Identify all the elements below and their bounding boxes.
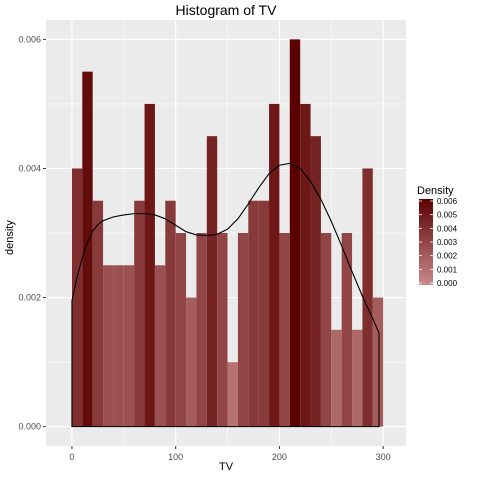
histogram-bar (237, 233, 249, 427)
y-axis-label: density (4, 220, 16, 255)
histogram-bar (352, 329, 363, 427)
histogram-bar (196, 233, 207, 427)
histogram-bar (300, 103, 311, 427)
legend-label: 0.000 (437, 279, 458, 288)
histogram-bar (175, 233, 187, 427)
density-curve (71, 162, 380, 428)
legend-title: Density (417, 185, 454, 197)
histogram-bar (279, 233, 290, 427)
y-tick-label: 0.006 (18, 34, 41, 44)
histogram-bar (217, 233, 228, 427)
histogram-bar (341, 233, 353, 427)
y-tick-label: 0.000 (18, 422, 41, 432)
histogram-bar (362, 168, 373, 427)
legend-colorbar (419, 199, 433, 285)
histogram-bar (103, 265, 114, 427)
histogram-bar (123, 265, 135, 427)
density-curve-layer (71, 162, 380, 428)
histogram-bar (134, 200, 145, 427)
legend-label: 0.004 (437, 224, 458, 233)
legend-label: 0.005 (437, 211, 458, 220)
y-tick-label: 0.004 (18, 163, 41, 173)
histogram-bars (71, 39, 384, 427)
histogram-bar (113, 265, 124, 427)
x-tick-label: 300 (376, 452, 391, 462)
legend-label: 0.006 (437, 197, 458, 206)
histogram-bar (248, 200, 259, 427)
histogram-bar (258, 200, 270, 427)
x-tick-label: 100 (168, 452, 183, 462)
histogram-bar (310, 136, 321, 427)
histogram-bar (186, 297, 197, 427)
x-axis-label: TV (218, 461, 234, 473)
legend-label: 0.001 (437, 265, 458, 274)
histogram-bar (92, 200, 104, 427)
y-tick-label: 0.002 (18, 293, 41, 303)
axes: 0 100 200 300 0.000 0.002 0.004 0.006 (18, 34, 390, 462)
histogram-bar (165, 200, 176, 427)
histogram-bar (372, 297, 384, 427)
legend-label: 0.003 (437, 238, 458, 247)
histogram-bar (82, 71, 93, 427)
histogram-bar (154, 265, 166, 427)
histogram-bar (320, 233, 332, 427)
histogram-bar (227, 362, 238, 427)
histogram-bar (71, 168, 83, 427)
legend-label: 0.002 (437, 252, 458, 261)
histogram-bar (269, 103, 280, 427)
histogram-bar (206, 136, 218, 427)
x-tick-label: 200 (272, 452, 287, 462)
histogram-bar (331, 329, 342, 427)
chart-title: Histogram of TV (175, 2, 277, 18)
histogram-bar (144, 103, 155, 427)
x-tick-label: 0 (69, 452, 74, 462)
histogram-bar (289, 39, 301, 427)
